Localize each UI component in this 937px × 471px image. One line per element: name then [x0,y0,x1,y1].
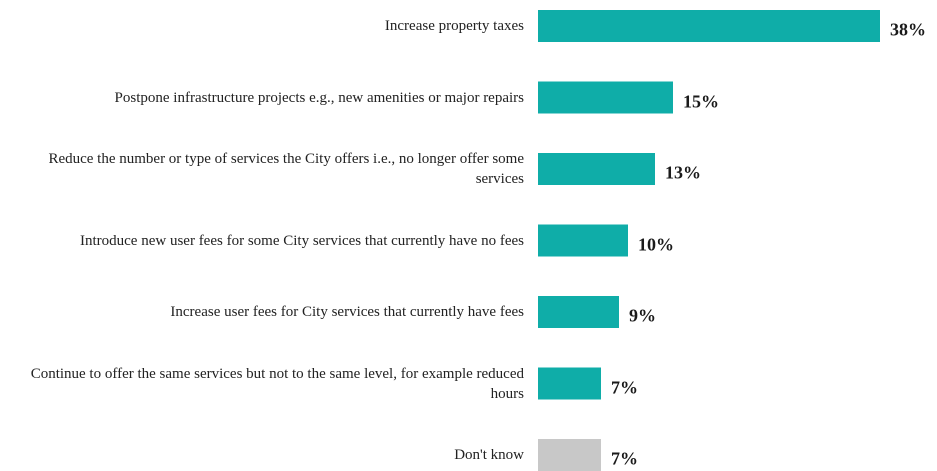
category-label: Reduce the number or type of services th… [48,151,524,187]
category-label: Continue to offer the same services but … [30,365,524,402]
bar [538,10,880,42]
value-label: 9% [629,305,656,326]
value-label: 13% [665,162,701,183]
value-label: 15% [683,91,719,111]
bar [538,224,628,257]
category-label: Don't know [454,447,524,463]
value-label: 38% [890,19,926,40]
category-label: Postpone infrastructure projects e.g., n… [114,89,524,106]
value-label: 7% [611,377,638,397]
bar [538,296,619,328]
value-label: 7% [611,448,638,469]
bar [538,81,673,114]
category-label: Increase user fees for City services tha… [170,304,524,320]
bar [538,153,655,185]
category-label: Introduce new user fees for some City se… [79,232,524,249]
bar [538,367,601,400]
bar [538,439,601,471]
category-label: Increase property taxes [384,18,524,34]
value-label: 10% [638,234,674,254]
